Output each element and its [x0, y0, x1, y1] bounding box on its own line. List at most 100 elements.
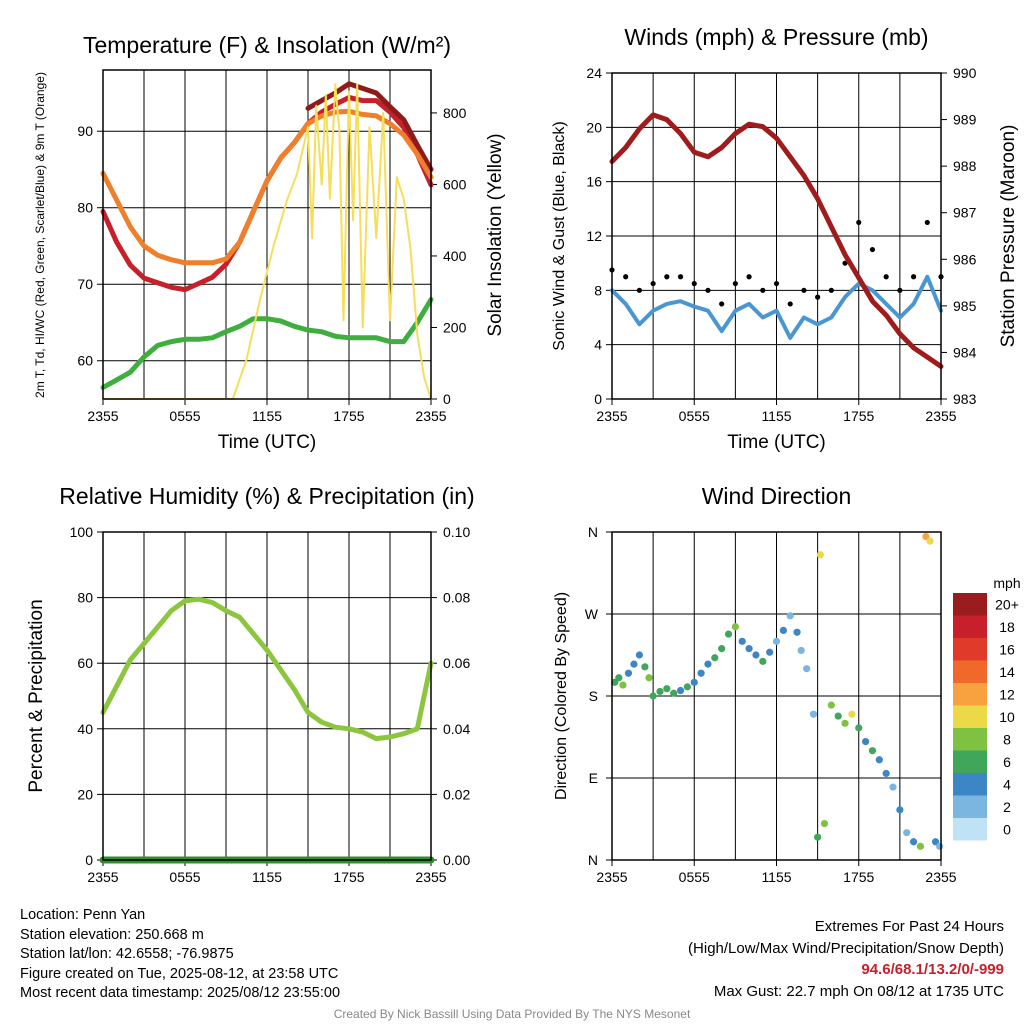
max-gust-text: Max Gust: 22.7 mph On 08/12 at 1735 UTC — [713, 982, 1004, 1000]
x-tick-label: 2355 — [596, 408, 627, 424]
direction-point — [903, 829, 911, 837]
y-tick-label: 40 — [77, 721, 93, 737]
direction-point — [896, 806, 904, 814]
y-tick-label: 80 — [77, 590, 93, 606]
x-tick-label: 2355 — [415, 408, 446, 424]
y2-tick-label: 400 — [443, 248, 467, 264]
direction-point — [615, 674, 623, 682]
gust-point — [650, 280, 656, 287]
y-tick-label: N — [588, 852, 598, 868]
direction-point — [909, 838, 918, 846]
colorbar-swatch — [953, 615, 987, 638]
direction-point — [630, 660, 638, 668]
y2-tick-label: 0.04 — [443, 721, 470, 737]
chart-title: Wind Direction — [702, 483, 852, 509]
direction-point — [635, 651, 644, 659]
x-tick-label: 1155 — [761, 408, 791, 424]
y-tick-label: E — [589, 770, 598, 786]
colorbar-swatch — [953, 795, 987, 818]
x-axis-label: Time (UTC) — [218, 432, 317, 453]
colorbar-swatch — [953, 705, 987, 728]
direction-point — [738, 637, 746, 645]
y-tick-label: W — [585, 606, 599, 622]
colorbar-swatch — [953, 660, 987, 683]
gust-point — [787, 301, 793, 307]
panel-3: Relative Humidity (%) & Precipitation (i… — [26, 483, 475, 885]
gust-point — [746, 274, 752, 280]
direction-point — [814, 833, 822, 841]
direction-point — [676, 686, 685, 695]
created-text: Figure created on Tue, 2025-08-12, at 23… — [20, 965, 339, 982]
gust-point — [897, 287, 903, 293]
colorbar-label: 6 — [1003, 754, 1011, 770]
gust-point — [910, 274, 917, 280]
y2-tick-label: 200 — [443, 319, 467, 335]
chart-title: Relative Humidity (%) & Precipitation (i… — [59, 483, 474, 509]
plot-frame — [611, 72, 942, 400]
y-tick-label: 0 — [85, 852, 93, 868]
direction-point — [936, 842, 944, 850]
x-axis-label: Time (UTC) — [727, 432, 826, 453]
y-tick-label: 20 — [77, 786, 93, 802]
colorbar-swatch — [953, 773, 987, 796]
gust-point — [883, 274, 889, 280]
y2-tick-label: 986 — [953, 251, 977, 267]
direction-point — [759, 657, 767, 665]
y2-tick-label: 990 — [953, 65, 977, 81]
gust-point — [677, 274, 684, 280]
y-tick-label: 70 — [77, 276, 93, 292]
y-tick-label: S — [589, 688, 598, 704]
direction-point — [645, 674, 653, 682]
gust-point — [732, 280, 738, 287]
chart-title: Temperature (F) & Insolation (W/m²) — [83, 32, 451, 58]
direction-point — [656, 687, 664, 696]
extremes-subtitle: (High/Low/Max Wind/Precipitation/Snow De… — [688, 939, 1004, 957]
x-tick-label: 1155 — [252, 869, 282, 885]
direction-point — [641, 663, 649, 671]
y-axis-label: Percent & Precipitation — [26, 599, 47, 792]
direction-point — [663, 685, 671, 693]
speed-colorbar: mph 20+ 18 16 14 12 10 8 6 4 2 0 — [953, 575, 1021, 841]
y2-tick-label: 0.10 — [443, 524, 470, 540]
direction-point — [752, 651, 760, 659]
y2-tick-label: 984 — [953, 344, 977, 360]
gust-point — [842, 260, 848, 266]
y-tick-label: 60 — [77, 655, 93, 671]
direction-point — [820, 819, 829, 828]
direction-point — [697, 669, 705, 677]
direction-point — [834, 712, 842, 720]
direction-point — [786, 612, 794, 620]
plot-frame — [102, 531, 432, 861]
y2-tick-label: 0.00 — [443, 852, 470, 868]
y-tick-label: 4 — [594, 337, 602, 353]
y-tick-label: 80 — [77, 200, 93, 216]
x-tick-label: 2355 — [87, 869, 118, 885]
wind-line — [610, 274, 943, 340]
gust-point — [636, 287, 643, 293]
direction-point — [724, 630, 733, 638]
gust-point — [773, 280, 780, 287]
direction-point — [779, 626, 787, 635]
direction-point — [745, 645, 753, 653]
colorbar-label: 16 — [999, 641, 1015, 657]
panel-1: Temperature (F) & Insolation (W/m²) 2355 0… — [33, 32, 506, 453]
direction-point — [827, 701, 835, 709]
y2-tick-label: 983 — [953, 391, 977, 407]
direction-point — [619, 681, 627, 689]
x-tick-label: 1755 — [843, 869, 874, 885]
y-tick-label: 8 — [594, 282, 602, 298]
direction-point — [704, 660, 712, 668]
direction-point — [889, 783, 897, 791]
gust-point — [623, 274, 629, 280]
latlon-text: Station lat/lon: 42.6558; -76.9875 — [20, 946, 234, 963]
y2-tick-label: 0 — [443, 391, 451, 407]
colorbar-unit-label: mph — [993, 575, 1020, 591]
direction-point — [718, 645, 726, 653]
y2-axis-label: Station Pressure (Maroon) — [998, 125, 1019, 348]
direction-point — [772, 637, 781, 645]
plot-frame — [102, 69, 432, 400]
timestamp-text: Most recent data timestamp: 2025/08/12 2… — [20, 985, 341, 1002]
direction-point — [809, 710, 818, 718]
colorbar-swatch — [953, 593, 987, 616]
